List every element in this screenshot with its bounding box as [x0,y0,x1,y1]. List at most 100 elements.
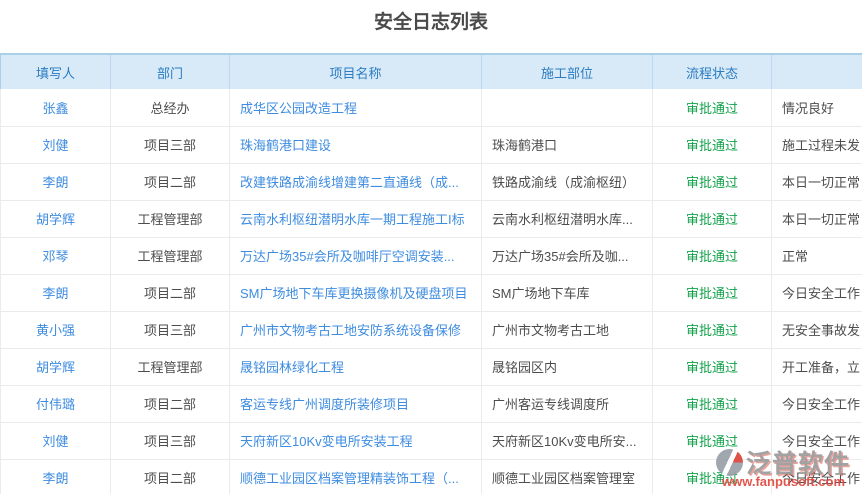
status-link[interactable]: 审批通过 [685,323,738,338]
note-cell-cell: 开工准备，立 [771,348,862,386]
note-cell-cell: 正常 [771,237,862,275]
filler-link[interactable]: 邓琴 [42,249,69,264]
filler-link-cell: 李朗 [0,274,111,312]
department-cell: 项目二部 [143,175,196,190]
table-row: 邓琴 工程管理部 万达广场35#会所及咖啡厅空调安装... 万达广场35#会所及咖..… [0,237,862,275]
location-cell: SM广场地下车库 [492,286,590,301]
location-cell: 万达广场35#会所及咖... [492,249,629,264]
status-link[interactable]: 审批通过 [685,175,738,190]
department-cell: 项目二部 [143,471,196,486]
status-link[interactable]: 审批通过 [685,249,738,264]
department-cell: 工程管理部 [137,249,203,264]
location-cell-cell: 云南水利枢纽潜明水库... [481,200,653,238]
project-link[interactable]: 改建铁路成渝线增建第二直通线（成... [240,175,459,190]
note-cell-cell: 无安全事故发 [771,311,862,349]
filler-link[interactable]: 李朗 [42,471,69,486]
project-link[interactable]: 客运专线广州调度所装修项目 [240,397,410,412]
status-link[interactable]: 审批通过 [685,100,738,116]
location-cell-cell: 广州市文物考古工地 [481,311,653,349]
table-row: 黄小强 项目三部 广州市文物考古工地安防系统设备保修 广州市文物考古工地 审批通过 无安全… [0,311,862,349]
status-link[interactable]: 审批通过 [685,360,738,375]
filler-link[interactable]: 黄小强 [35,323,75,338]
filler-link[interactable]: 李朗 [42,286,69,301]
filler-link[interactable]: 李朗 [42,175,69,190]
project-link-cell: 万达广场35#会所及咖啡厅空调安装... [229,237,482,275]
filler-link[interactable]: 刘健 [42,138,69,153]
table-row: 付伟璐 项目二部 客运专线广州调度所装修项目 广州客运专线调度所 审批通过 今日安全工作 [0,385,862,423]
department-cell-cell: 项目二部 [110,274,230,312]
note-cell-cell: 本日一切正常 [771,163,862,201]
project-link-cell: 广州市文物考古工地安防系统设备保修 [229,311,482,349]
project-link[interactable]: 广州市文物考古工地安防系统设备保修 [240,323,462,338]
filler-link-cell: 黄小强 [0,311,111,349]
note-cell: 正常 [782,249,809,264]
status-link[interactable]: 审批通过 [685,434,738,449]
status-link[interactable]: 审批通过 [685,471,738,486]
filler-link-cell: 李朗 [0,459,111,494]
project-link[interactable]: 晟铭园林绿化工程 [240,360,345,375]
filler-link-cell: 张鑫 [0,89,111,127]
location-cell-cell: 广州客运专线调度所 [481,385,653,423]
note-cell: 今日安全工作 [782,397,861,412]
status-link[interactable]: 审批通过 [685,286,738,301]
filler-link-cell: 刘健 [0,422,111,460]
department-cell-cell: 项目三部 [110,311,230,349]
location-cell: 晟铭园区内 [492,360,558,375]
note-cell-cell: 施工过程未发 [771,126,862,164]
project-link[interactable]: SM广场地下车库更换摄像机及硬盘项目 [240,286,468,301]
department-cell-cell: 项目二部 [110,459,230,494]
note-cell-cell: 今日安全工作 [771,385,862,423]
status-link[interactable]: 审批通过 [685,138,738,153]
filler-link[interactable]: 胡学辉 [35,212,75,227]
project-link[interactable]: 万达广场35#会所及咖啡厅空调安装... [240,249,455,264]
project-link-cell: 珠海鹤港口建设 [229,126,482,164]
column-header-1: 填写人 [0,53,111,89]
project-link-cell: 天府新区10Kv变电所安装工程 [229,422,482,460]
location-cell-cell: 晟铭园区内 [481,348,653,386]
table-row: 胡学辉 工程管理部 云南水利枢纽潜明水库一期工程施工I标 云南水利枢纽潜明水库... 审… [0,200,862,238]
status-link[interactable]: 审批通过 [685,397,738,412]
table-row: 刘健 项目三部 珠海鹤港口建设 珠海鹤港口 审批通过 施工过程未发 [0,126,862,164]
filler-link[interactable]: 刘健 [42,434,69,449]
filler-link[interactable]: 张鑫 [42,100,69,116]
department-cell-cell: 项目三部 [110,422,230,460]
location-cell: 铁路成渝线（成渝枢纽） [492,175,636,190]
project-link[interactable]: 珠海鹤港口建设 [240,138,332,153]
department-cell-cell: 项目二部 [110,163,230,201]
project-link[interactable]: 天府新区10Kv变电所安装工程 [240,434,413,449]
department-cell: 项目三部 [143,434,196,449]
department-cell: 工程管理部 [137,212,203,227]
department-cell: 项目三部 [143,323,196,338]
status-link-cell: 审批通过 [652,200,772,238]
note-cell: 无安全事故发 [782,323,861,338]
status-link-cell: 审批通过 [652,422,772,460]
status-link-cell: 审批通过 [652,126,772,164]
filler-link-cell: 刘健 [0,126,111,164]
filler-link-cell: 胡学辉 [0,348,111,386]
project-link[interactable]: 顺德工业园区档案管理精装饰工程（... [240,471,459,486]
note-cell: 开工准备，立 [782,360,861,375]
note-cell: 今日安全工作 [782,286,861,301]
project-link-cell: 顺德工业园区档案管理精装饰工程（... [229,459,482,494]
filler-link[interactable]: 付伟璐 [35,397,75,412]
filler-link[interactable]: 胡学辉 [35,360,75,375]
department-cell: 项目二部 [143,286,196,301]
department-cell: 工程管理部 [137,360,203,375]
filler-link-cell: 胡学辉 [0,200,111,238]
project-link[interactable]: 成华区公园改造工程 [240,100,358,116]
status-link[interactable]: 审批通过 [685,212,738,227]
location-cell: 天府新区10Kv变电所安... [492,434,637,449]
column-header-6 [771,53,862,89]
location-cell: 广州市文物考古工地 [492,323,610,338]
project-link[interactable]: 云南水利枢纽潜明水库一期工程施工I标 [240,212,465,227]
note-cell: 本日一切正常 [782,175,861,190]
status-link-cell: 审批通过 [652,274,772,312]
department-cell-cell: 工程管理部 [110,237,230,275]
note-cell-cell: 情况良好 [771,89,862,127]
department-cell-cell: 工程管理部 [110,200,230,238]
note-cell-cell: 今日安全工作 [771,459,862,494]
status-link-cell: 审批通过 [652,89,772,127]
note-cell-cell: 今日安全工作 [771,274,862,312]
note-cell-cell: 今日安全工作 [771,422,862,460]
